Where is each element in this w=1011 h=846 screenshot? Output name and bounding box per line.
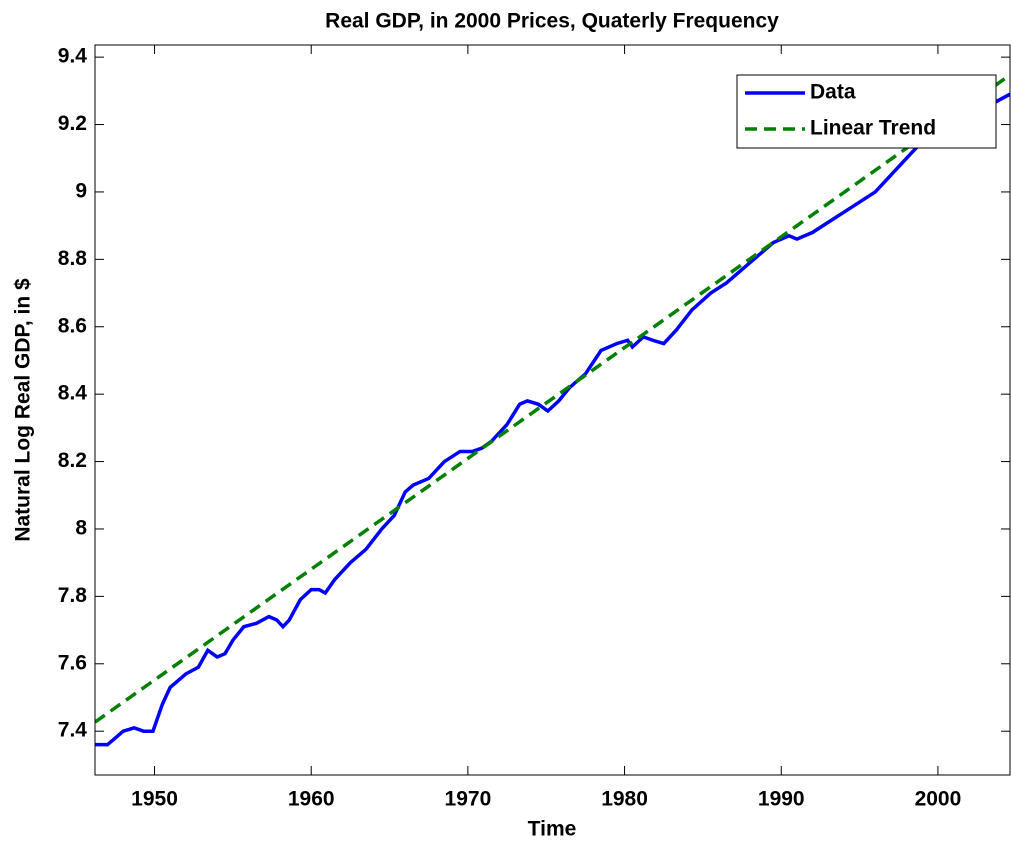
y-tick-label: 9 — [75, 179, 87, 202]
y-tick-label: 7.4 — [58, 719, 88, 742]
y-tick-label: 7.6 — [58, 651, 87, 674]
legend-box — [736, 74, 997, 149]
y-tick-label: 8.8 — [58, 247, 88, 270]
series-line — [95, 73, 1010, 724]
plot-frame — [94, 44, 1011, 776]
chart-title: Real GDP, in 2000 Prices, Quaterly Frequ… — [325, 10, 779, 33]
x-axis-label: Time — [528, 818, 577, 841]
x-tick-label: 1980 — [601, 788, 648, 811]
y-tick-label: 8.2 — [58, 449, 87, 472]
x-tick-label: 1950 — [131, 788, 178, 811]
x-tick-label: 1970 — [445, 788, 492, 811]
x-tick-label: 2000 — [915, 788, 962, 811]
y-tick-label: 8 — [75, 517, 87, 540]
legend-label: Linear Trend — [810, 117, 936, 140]
x-tick-label: 1960 — [288, 788, 335, 811]
y-tick-label: 7.8 — [58, 584, 88, 607]
y-tick-label: 8.4 — [58, 382, 88, 405]
series-line — [95, 92, 1010, 747]
x-tick-label: 1990 — [758, 788, 805, 811]
y-tick-label: 9.2 — [58, 112, 87, 135]
legend-label: Data — [810, 81, 856, 104]
y-axis-label: Natural Log Real GDP, in $ — [12, 278, 35, 542]
y-tick-label: 9.4 — [58, 45, 88, 68]
y-tick-label: 8.6 — [58, 314, 87, 337]
